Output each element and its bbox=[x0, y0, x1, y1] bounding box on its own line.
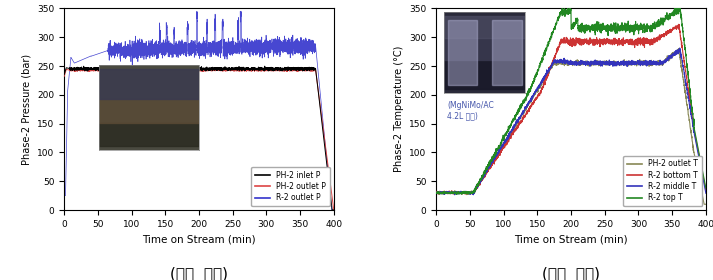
Legend: PH-2 inlet P, PH-2 outlet P, R-2 outlet P: PH-2 inlet P, PH-2 outlet P, R-2 outlet … bbox=[251, 167, 330, 206]
Text: (MgNiMo/AC
4.2L 투입): (MgNiMo/AC 4.2L 투입) bbox=[447, 101, 494, 120]
Text: (온도  변화): (온도 변화) bbox=[542, 267, 600, 280]
Y-axis label: Phase-2 Pressure (bar): Phase-2 Pressure (bar) bbox=[21, 54, 31, 165]
Y-axis label: Phase-2 Temperature (°C): Phase-2 Temperature (°C) bbox=[394, 46, 404, 172]
Legend: PH-2 outlet T, R-2 bottom T, R-2 middle T, R-2 top T: PH-2 outlet T, R-2 bottom T, R-2 middle … bbox=[623, 156, 702, 206]
Text: (압력  변화): (압력 변화) bbox=[170, 267, 228, 280]
X-axis label: Time on Stream (min): Time on Stream (min) bbox=[142, 234, 256, 244]
X-axis label: Time on Stream (min): Time on Stream (min) bbox=[514, 234, 628, 244]
